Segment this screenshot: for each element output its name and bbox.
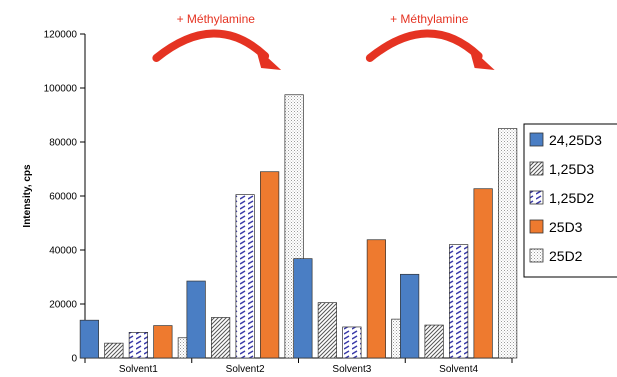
legend-label: 25D2 xyxy=(549,248,583,264)
legend-swatch xyxy=(529,219,544,234)
bar-solvent3-1 xyxy=(317,302,337,359)
bar-solvent1-0 xyxy=(79,319,99,359)
bar-solvent3-0 xyxy=(293,258,313,359)
y-tick-label: 0 xyxy=(71,354,77,365)
x-tick-label: Solvent4 xyxy=(439,364,478,375)
bar-solvent4-1 xyxy=(424,324,444,359)
y-tick-label: 120000 xyxy=(44,30,78,41)
legend-swatch xyxy=(529,248,544,263)
bar-solvent1-2 xyxy=(128,332,148,359)
y-axis-label: Intensity, cps xyxy=(22,164,33,228)
bar-solvent3-3 xyxy=(366,239,386,359)
legend-label: 24,25D3 xyxy=(549,132,602,148)
y-tick-label: 80000 xyxy=(49,138,77,149)
annotation-label: + Méthylamine xyxy=(177,12,256,26)
x-tick-label: Solvent3 xyxy=(332,364,371,375)
bar-solvent1-1 xyxy=(104,342,124,359)
legend-swatch xyxy=(529,190,544,205)
arrow-head-icon xyxy=(468,46,495,70)
bar-solvent3-2 xyxy=(342,326,362,359)
legend-label: 25D3 xyxy=(549,219,583,235)
bar-solvent4-3 xyxy=(473,188,493,359)
bars xyxy=(79,94,518,359)
y-tick-label: 60000 xyxy=(49,192,77,203)
legend-swatch xyxy=(529,161,544,176)
bar-solvent4-4 xyxy=(498,128,518,359)
curved-arrow xyxy=(365,29,483,62)
bar-solvent1-3 xyxy=(153,325,173,359)
curved-arrow xyxy=(152,29,270,62)
x-tick-label: Solvent2 xyxy=(226,364,265,375)
bar-solvent2-2 xyxy=(235,194,255,359)
bar-solvent2-0 xyxy=(186,280,206,359)
legend-swatch xyxy=(529,132,544,147)
arrow-head-icon xyxy=(255,46,282,70)
y-tick-label: 40000 xyxy=(49,246,77,257)
bar-solvent2-3 xyxy=(260,171,280,359)
bar-solvent2-1 xyxy=(211,317,231,359)
bar-solvent4-0 xyxy=(400,273,420,359)
legend: 24,25D3 1,25D3 1,25D2 25D3 25D2 xyxy=(523,123,617,278)
annotations: + Méthylamine + Méthylamine xyxy=(152,12,495,70)
annotation-label: + Méthylamine xyxy=(390,12,469,26)
y-tick-label: 100000 xyxy=(44,84,78,95)
y-tick-label: 20000 xyxy=(49,300,77,311)
legend-label: 1,25D3 xyxy=(549,161,594,177)
legend-label: 1,25D2 xyxy=(549,190,594,206)
bar-solvent4-2 xyxy=(449,244,469,359)
x-tick-label: Solvent1 xyxy=(119,364,158,375)
